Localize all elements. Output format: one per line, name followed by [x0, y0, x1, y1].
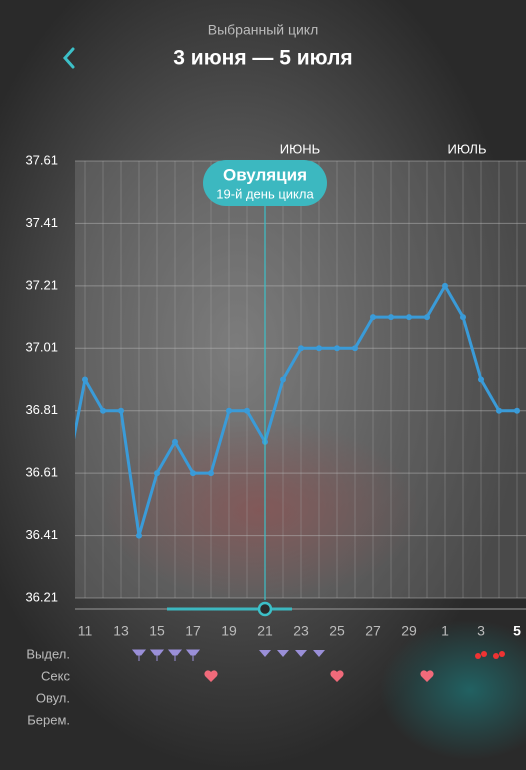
x-tick-label: 11 — [78, 623, 93, 639]
data-point — [406, 314, 412, 321]
data-point — [244, 407, 250, 414]
x-tick-label: 5 — [513, 623, 521, 639]
y-tick-label: 36.61 — [25, 465, 58, 480]
data-point — [514, 407, 520, 414]
x-tick-label: 19 — [221, 623, 237, 639]
glow — [100, 420, 420, 600]
x-tick-label: 17 — [185, 623, 201, 639]
ovulation-subtitle: 19-й день цикла — [216, 186, 314, 201]
series — [75, 282, 520, 539]
data-point — [82, 376, 88, 383]
data-point — [226, 407, 232, 414]
row-label: Берем. — [27, 712, 70, 727]
data-point — [208, 470, 214, 477]
data-point — [154, 470, 160, 477]
data-point — [460, 314, 466, 321]
x-tick-label: 13 — [113, 623, 129, 639]
x-tick-label: 1 — [441, 623, 449, 639]
y-tick-label: 37.61 — [25, 152, 58, 167]
data-point — [190, 470, 196, 477]
y-tick-label: 36.21 — [25, 589, 58, 604]
x-tick-label: 29 — [401, 623, 417, 639]
header-title: 3 июня — 5 июля — [173, 47, 352, 70]
x-tick-label: 3 — [477, 623, 485, 639]
scroll-handle[interactable] — [257, 601, 273, 617]
x-tick-label: 25 — [329, 623, 345, 639]
y-tick-label: 37.01 — [25, 340, 58, 355]
data-point — [100, 407, 106, 414]
data-point — [478, 376, 484, 383]
plot-area — [75, 161, 526, 598]
row-label: Выдел. — [26, 646, 70, 661]
y-tick-label: 36.81 — [25, 402, 58, 417]
y-tick-label: 36.41 — [25, 527, 58, 542]
data-point — [496, 407, 502, 414]
row-label: Овул. — [36, 690, 70, 705]
data-point — [334, 345, 340, 352]
ovulation-badge — [203, 160, 327, 206]
ovulation-title: Овуляция — [223, 165, 307, 184]
discharge-icons — [131, 649, 325, 661]
data-point — [136, 532, 142, 539]
data-point — [118, 407, 124, 414]
back-button[interactable] — [62, 47, 75, 69]
data-point — [172, 438, 178, 445]
y-tick-label: 37.41 — [25, 215, 58, 230]
x-tick-label: 27 — [365, 623, 381, 639]
month-label: ИЮНЬ — [280, 141, 320, 156]
header-subtitle: Выбранный цикл — [208, 22, 319, 38]
data-point — [388, 314, 394, 321]
temperature-line — [75, 284, 517, 538]
x-tick-label: 21 — [257, 623, 273, 639]
x-tick-label: 23 — [293, 623, 309, 639]
data-point — [424, 314, 430, 321]
heart-icons — [204, 670, 434, 682]
glow — [380, 620, 526, 760]
y-tick-label: 37.21 — [25, 277, 58, 292]
data-point — [298, 345, 304, 352]
data-point — [442, 282, 448, 289]
month-label: ИЮЛЬ — [448, 141, 487, 156]
x-tick-label: 15 — [149, 623, 165, 639]
bleeding-icons — [475, 651, 505, 659]
data-point — [316, 345, 322, 352]
data-point — [352, 345, 358, 352]
data-point — [370, 314, 376, 321]
data-point — [280, 376, 286, 383]
row-label: Секс — [41, 668, 70, 683]
